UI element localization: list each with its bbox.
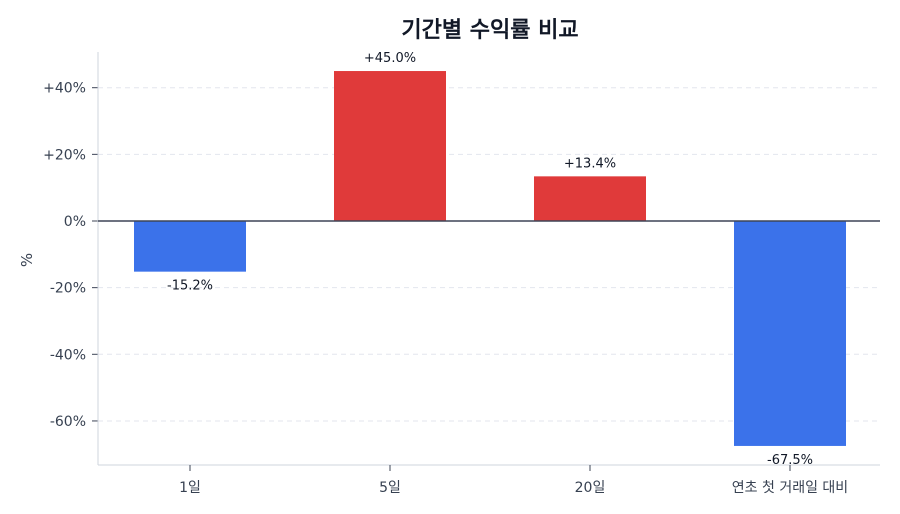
bar-value-label: +13.4% (564, 156, 616, 171)
bar (734, 221, 846, 446)
bar-value-label: -15.2% (167, 279, 213, 294)
x-tick-label: 연초 첫 거래일 대비 (732, 480, 848, 496)
bar-value-label: -67.5% (767, 453, 813, 468)
x-tick-label: 5일 (379, 480, 401, 496)
y-tick-label: -20% (50, 281, 86, 297)
x-tick-label: 1일 (179, 480, 201, 496)
y-tick-label: -40% (50, 347, 86, 363)
y-tick-label: +40% (43, 81, 86, 97)
y-tick-label: -60% (50, 414, 86, 430)
x-tick-label: 20일 (575, 480, 606, 496)
bar (134, 221, 246, 272)
chart-title: 기간별 수익률 비교 (401, 18, 579, 43)
bar (334, 71, 446, 221)
bar (534, 176, 646, 221)
y-tick-label: 0% (64, 214, 86, 230)
bar-value-label: +45.0% (364, 51, 416, 66)
y-tick-label: +20% (43, 147, 86, 163)
y-axis-label: % (18, 253, 36, 267)
